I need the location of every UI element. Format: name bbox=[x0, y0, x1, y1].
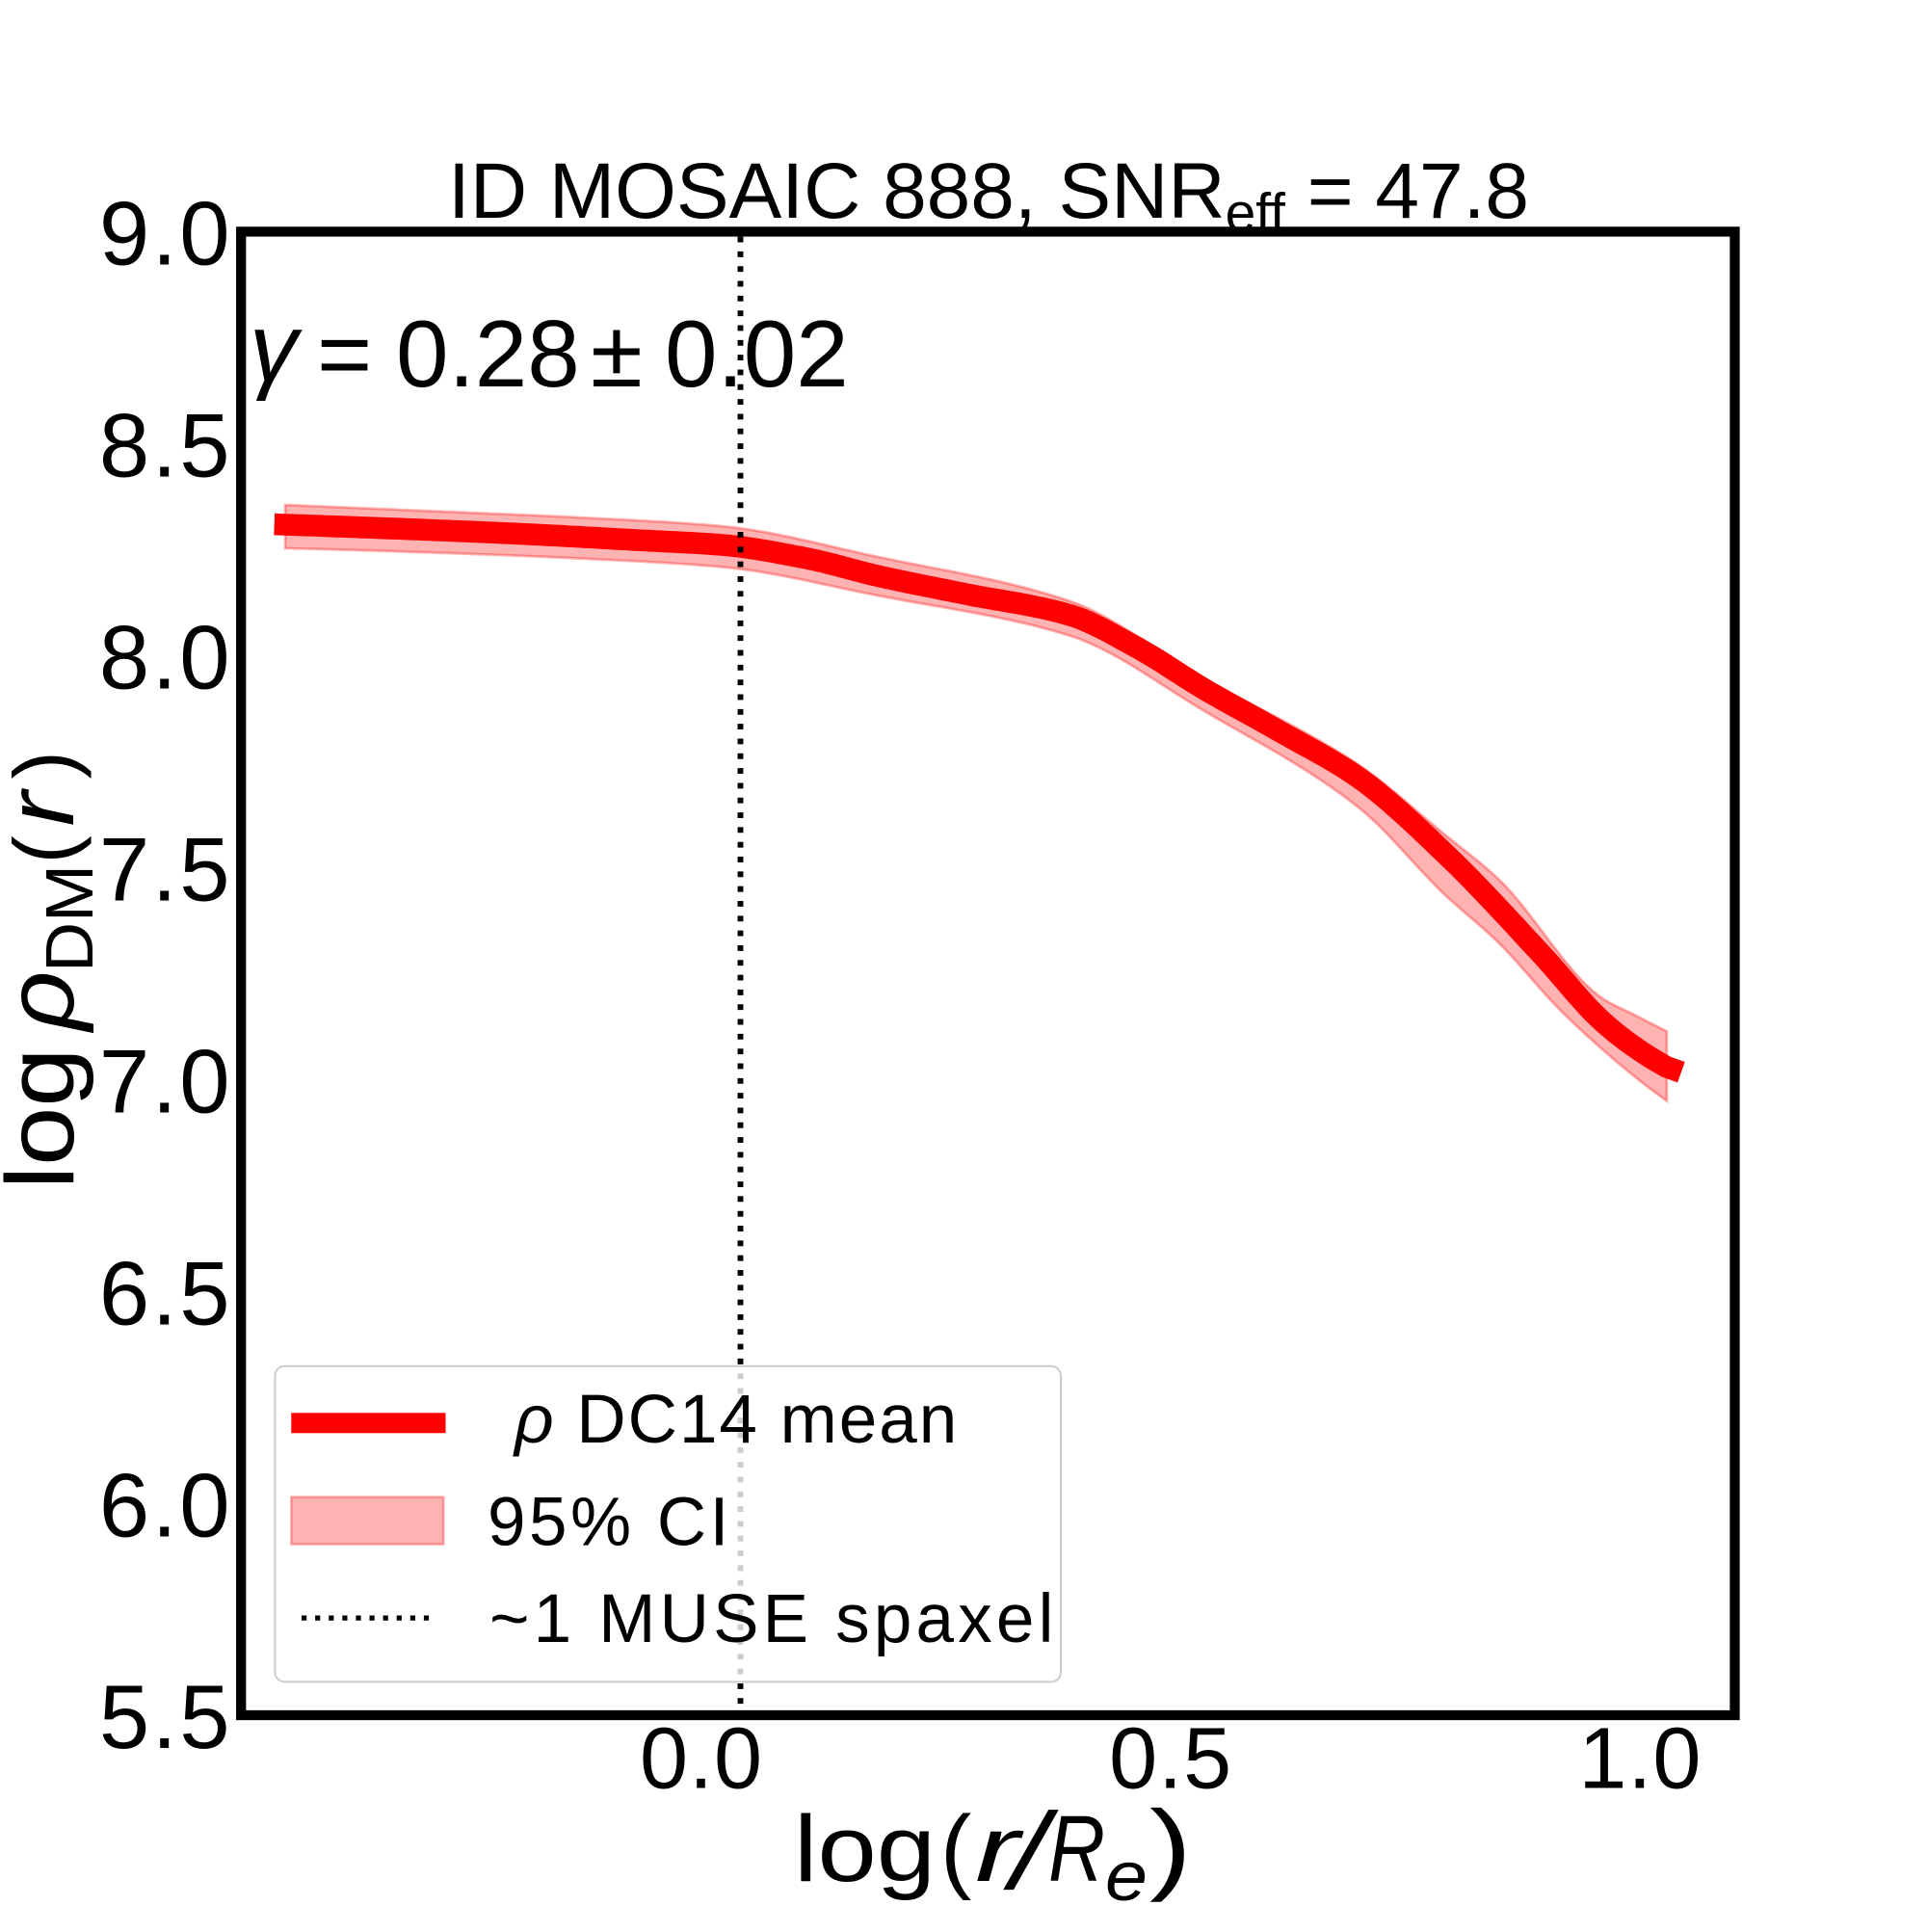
svg-text:ρ DC14 mean: ρ DC14 mean bbox=[513, 1382, 959, 1458]
svg-text:ID MOSAIC 888, SNReff = 47.8: ID MOSAIC 888, SNReff = 47.8 bbox=[448, 147, 1529, 244]
svg-text:95% CI: 95% CI bbox=[488, 1485, 732, 1561]
svg-text:log ρ DM (: log ρ DM ( r ) bbox=[0, 751, 114, 1189]
svg-text:6.5: 6.5 bbox=[99, 1242, 232, 1343]
svg-text:~1 MUSE spaxel: ~1 MUSE spaxel bbox=[489, 1581, 1058, 1657]
svg-text:0.0: 0.0 bbox=[640, 1710, 763, 1807]
svg-text:7.0: 7.0 bbox=[99, 1030, 232, 1131]
svg-text:6.0: 6.0 bbox=[99, 1454, 232, 1555]
svg-text:log ( r / R: log ( r / R e ) bbox=[794, 1790, 1192, 1920]
svg-text:0.5: 0.5 bbox=[1109, 1710, 1232, 1807]
svg-text:1.0: 1.0 bbox=[1578, 1710, 1702, 1807]
svg-text:γ = 0.28 ± 0.0: γ = 0.28 ± 0.02 bbox=[250, 294, 849, 407]
svg-text:8.5: 8.5 bbox=[99, 395, 232, 496]
svg-text:9.0: 9.0 bbox=[99, 183, 232, 284]
svg-text:8.0: 8.0 bbox=[99, 607, 232, 708]
svg-text:5.5: 5.5 bbox=[99, 1666, 232, 1767]
svg-text:7.5: 7.5 bbox=[99, 818, 232, 919]
